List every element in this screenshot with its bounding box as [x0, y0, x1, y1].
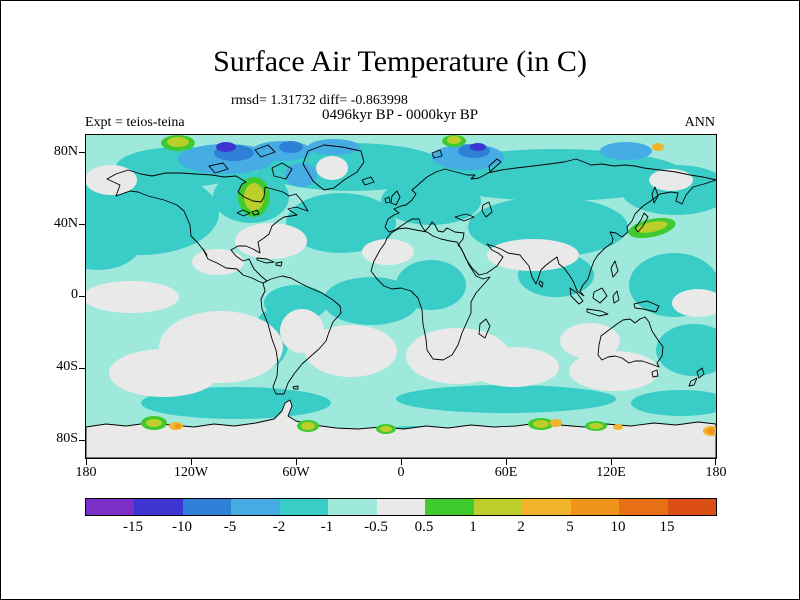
- period-line: 0496kyr BP - 0000kyr BP: [321, 107, 479, 123]
- colorbar-tick-label: 5: [566, 519, 574, 535]
- x-axis-tick-label: 120W: [173, 465, 209, 480]
- season-label: ANN: [684, 115, 715, 130]
- colorbar-cell: [376, 499, 426, 515]
- colorbar-cell: [182, 499, 232, 515]
- colorbar-cell: [231, 499, 280, 515]
- tick-mark: [191, 459, 192, 465]
- page-title: Surface Air Temperature (in C): [213, 45, 587, 78]
- colorbar-cell: [279, 499, 329, 515]
- tick-mark: [79, 296, 85, 297]
- tick-mark: [401, 459, 402, 465]
- colorbar-cell: [667, 499, 717, 515]
- colorbar-cell: [134, 499, 183, 515]
- y-axis-tick-label: 40N: [53, 216, 78, 231]
- tick-mark: [715, 459, 716, 465]
- colorbar-tick-label: 15: [659, 519, 675, 535]
- x-axis-tick-label: 60E: [494, 465, 518, 480]
- x-axis-tick-label: 120E: [596, 465, 626, 480]
- y-axis-tick-label: 80S: [56, 431, 78, 446]
- colorbar-tick-label: 0.5: [414, 519, 434, 535]
- x-axis-tick-label: 0: [397, 465, 405, 480]
- world-map: [86, 135, 716, 458]
- tick-mark: [86, 459, 87, 465]
- y-axis-tick-label: 0: [71, 287, 78, 302]
- coastlines: [106, 144, 716, 395]
- y-axis-tick-label: 80N: [53, 144, 78, 159]
- tick-mark: [611, 459, 612, 465]
- antarctica-landmass: [86, 399, 716, 458]
- colorbar-cell: [522, 499, 571, 515]
- near-zero-anomaly-gray-regions: [86, 156, 716, 397]
- tick-mark: [79, 152, 85, 153]
- colorbar-tick-label: -0.5: [364, 519, 388, 535]
- colorbar-tick-label: 2: [517, 519, 525, 535]
- colorbar-tick-label: 1: [469, 519, 477, 535]
- experiment-label: Expt = teios-teina: [85, 115, 185, 130]
- colorbar-tick-label: -15: [123, 519, 143, 535]
- tick-mark: [296, 459, 297, 465]
- colorbar-cell: [86, 499, 135, 515]
- colorbar-cell: [473, 499, 523, 515]
- colorbar-tick-label: -10: [172, 519, 192, 535]
- colorbar-labels: -15 -10 -5 -2 -1 -0.5 0.5 1 2 5 10 15: [85, 519, 715, 541]
- map-frame: 80N 40N 0 40S 80S 180 120W 60W 0 60E 120…: [54, 134, 727, 480]
- x-axis-tick-label: 180: [705, 465, 727, 480]
- x-axis-tick-label: 60W: [282, 465, 310, 480]
- colorbar: [85, 498, 717, 516]
- colorbar-cell: [328, 499, 377, 515]
- tick-mark: [79, 440, 85, 441]
- colorbar-tick-label: 10: [610, 519, 626, 535]
- y-axis-tick-label: 40S: [56, 359, 78, 374]
- tick-mark: [79, 368, 85, 369]
- positive-anomaly-spots: [141, 135, 716, 436]
- colorbar-cell: [425, 499, 474, 515]
- stats-line: rmsd= 1.31732 diff= -0.863998: [231, 93, 408, 108]
- colorbar-tick-label: -5: [223, 519, 237, 535]
- x-axis-tick-label: 180: [75, 465, 97, 480]
- tick-mark: [506, 459, 507, 465]
- colorbar-cell: [619, 499, 668, 515]
- colorbar-tick-label: -1: [320, 519, 334, 535]
- colorbar-tick-label: -2: [272, 519, 286, 535]
- colorbar-cell: [570, 499, 620, 515]
- tick-mark: [79, 224, 85, 225]
- strong-negative-arctic-regions: [178, 139, 652, 187]
